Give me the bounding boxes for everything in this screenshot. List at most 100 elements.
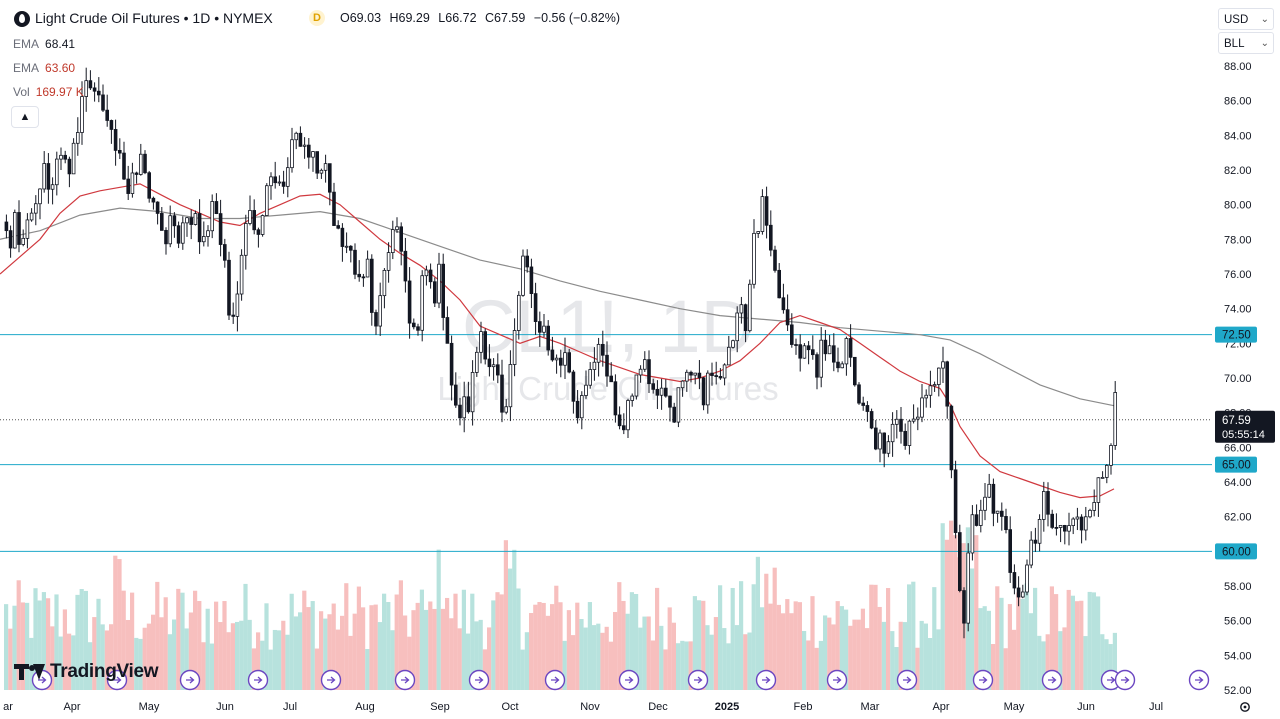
event-arrow-icon[interactable] [106, 669, 128, 691]
x-tick-label: May [139, 701, 160, 713]
candle-body [432, 281, 437, 304]
volume-bar [4, 604, 9, 690]
candle-body [760, 196, 765, 232]
volume-bar [449, 618, 454, 690]
volume-bar [928, 637, 933, 690]
change-value: −0.56 (−0.82%) [533, 11, 620, 25]
candle-body [903, 430, 907, 446]
y-tick-label: 82.00 [1224, 165, 1252, 177]
candle-body [832, 345, 836, 363]
candle-body [991, 483, 996, 514]
event-arrow-icon[interactable] [687, 669, 709, 691]
close-value: 67.59 [494, 11, 526, 25]
tradingview-logo[interactable]: TradingView [14, 659, 159, 685]
volume-bar [697, 600, 702, 690]
currency-value: USD [1224, 14, 1249, 26]
volume-bar [25, 602, 30, 690]
x-tick-label: 2025 [715, 701, 739, 713]
event-arrow-icon[interactable] [320, 669, 342, 691]
candle-body [949, 405, 954, 471]
y-tick-label: 64.00 [1224, 477, 1252, 489]
candle-body [365, 258, 370, 278]
volume-bar [629, 592, 634, 690]
candle-body [495, 364, 500, 376]
volume-bar [625, 613, 630, 690]
candle-body [508, 364, 513, 408]
volume-bar [298, 612, 303, 690]
symbol-title[interactable]: Light Crude Oil Futures • 1D • NYMEX [35, 10, 273, 26]
event-arrow-icon[interactable] [826, 669, 848, 691]
indicator-ema-long[interactable]: EMA 63.60 [13, 61, 75, 75]
candle-body [285, 167, 290, 187]
unit-select[interactable]: BLL ⌄ [1218, 32, 1274, 54]
event-arrow-icon[interactable] [179, 669, 201, 691]
candle-body [1067, 525, 1071, 532]
volume-bar [701, 600, 706, 690]
candle-body [794, 344, 798, 346]
y-tick-label: 88.00 [1224, 61, 1252, 73]
event-arrow-icon[interactable] [1114, 669, 1136, 691]
candle-body [739, 304, 744, 314]
volume-bar [356, 586, 361, 690]
volume-bar [46, 598, 51, 690]
candle-body [378, 295, 382, 327]
last-price-tag [1215, 410, 1275, 443]
event-arrow-icon[interactable] [896, 669, 918, 691]
volume-bar [1058, 631, 1063, 690]
indicator-volume[interactable]: Vol 169.97 K [13, 85, 84, 99]
event-arrow-icon[interactable] [544, 669, 566, 691]
event-arrow-icon[interactable] [247, 669, 269, 691]
currency-select[interactable]: USD ⌄ [1218, 8, 1274, 30]
volume-bar [592, 625, 597, 690]
event-arrow-icon[interactable] [972, 669, 994, 691]
volume-bar [83, 590, 88, 690]
candle-body [403, 250, 408, 282]
collapse-legend-button[interactable]: ▲ [11, 106, 39, 128]
candle-body [134, 172, 139, 175]
volume-bar [256, 632, 261, 690]
volume-bar [155, 581, 160, 690]
candle-body [790, 324, 794, 345]
delayed-badge[interactable]: D [309, 10, 325, 26]
volume-bar [121, 590, 126, 690]
indicator-ema-short[interactable]: EMA 68.41 [13, 37, 75, 51]
y-tick-label: 52.00 [1224, 685, 1252, 697]
event-arrow-icon[interactable] [468, 669, 490, 691]
volume-bar [310, 601, 315, 690]
bar-countdown: 05:55:14 [1222, 429, 1265, 441]
settings-gear-icon[interactable] [1238, 700, 1252, 714]
volume-bar [1041, 641, 1046, 690]
volume-bar [369, 605, 374, 690]
candle-body [189, 217, 194, 225]
event-arrow-icon[interactable] [394, 669, 416, 691]
low-value: 66.72 [445, 11, 477, 25]
event-arrow-icon[interactable] [1041, 669, 1063, 691]
volume-bar [1028, 613, 1033, 690]
candle-body [827, 345, 832, 355]
volume-bar [8, 628, 13, 690]
candle-body [80, 96, 84, 133]
volume-bar [482, 649, 487, 690]
chevron-down-icon: ⌄ [1260, 38, 1269, 49]
candle-body [210, 201, 215, 232]
volume-bar [302, 590, 307, 690]
event-arrow-icon[interactable] [755, 669, 777, 691]
volume-bar [340, 615, 345, 690]
last-price-value: 67.59 [1222, 415, 1251, 427]
candle-body [983, 496, 987, 511]
event-arrow-icon[interactable] [1188, 669, 1210, 691]
candle-body [727, 346, 731, 366]
candle-body [748, 283, 752, 332]
volume-bar [667, 607, 672, 690]
volume-bar [113, 555, 118, 690]
y-tick-label: 84.00 [1224, 130, 1252, 142]
candle-body [315, 151, 319, 174]
event-arrow-icon[interactable] [618, 669, 640, 691]
event-arrow [254, 676, 263, 684]
volume-bar [67, 633, 72, 690]
candle-body [844, 338, 849, 365]
candle-body [874, 427, 878, 450]
volume-bar [109, 624, 114, 690]
candle-body [1050, 513, 1055, 528]
